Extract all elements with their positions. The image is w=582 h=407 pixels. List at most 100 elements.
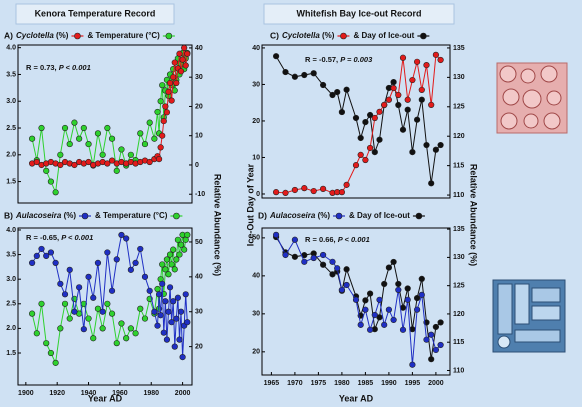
- x-tick-label: 1975: [311, 380, 327, 387]
- data-point: [381, 322, 387, 328]
- data-point: [29, 136, 35, 142]
- legend-label: & Temperature (°C): [95, 211, 168, 220]
- data-point: [123, 236, 129, 242]
- data-point: [386, 97, 392, 103]
- y-tick-label: 3.0: [6, 98, 16, 105]
- data-point: [424, 62, 430, 68]
- data-point: [137, 246, 143, 252]
- y-tick-label: 3.0: [6, 276, 16, 283]
- y-tick-label: 50: [252, 235, 260, 242]
- data-point: [438, 342, 444, 348]
- data-point: [62, 125, 68, 131]
- data-point: [302, 72, 308, 78]
- data-point: [67, 141, 73, 147]
- x-tick-label: 1985: [358, 380, 374, 387]
- figure: Kenora Temperature Record Whitefish Bay …: [0, 0, 582, 407]
- data-point: [100, 152, 106, 158]
- data-point: [164, 337, 170, 343]
- data-point: [170, 74, 176, 80]
- data-point: [133, 331, 139, 337]
- data-point: [178, 69, 184, 75]
- data-point: [156, 291, 162, 297]
- data-point: [396, 287, 402, 293]
- data-point: [386, 265, 392, 271]
- data-point: [161, 118, 167, 124]
- y-tick-label: 20: [252, 349, 260, 356]
- y-tick-label: 40: [252, 273, 260, 280]
- y2-tick-label: 120: [453, 133, 465, 140]
- header: Kenora Temperature Record: [35, 8, 156, 18]
- data-point: [72, 120, 78, 126]
- data-point: [311, 70, 317, 76]
- data-point: [95, 260, 101, 266]
- data-point: [386, 307, 392, 313]
- data-point: [86, 274, 92, 280]
- data-point: [358, 152, 364, 158]
- data-point: [377, 297, 383, 303]
- data-point: [105, 125, 111, 131]
- data-point: [164, 109, 170, 115]
- data-point: [147, 288, 153, 294]
- data-point: [177, 51, 183, 57]
- y2-tick-label: 10: [195, 133, 203, 140]
- y2-tick-label: 110: [453, 367, 464, 374]
- panel-label: B): [4, 210, 13, 220]
- data-point: [67, 267, 73, 273]
- data-point: [363, 298, 369, 304]
- data-point: [163, 298, 169, 304]
- data-point: [372, 115, 378, 121]
- y-tick-label: 2.5: [6, 125, 16, 132]
- y2-tick-label: 30: [195, 309, 203, 316]
- data-point: [438, 320, 444, 326]
- panel-label: D): [258, 210, 267, 220]
- data-point: [62, 291, 68, 297]
- data-point: [174, 316, 180, 322]
- data-point: [419, 276, 425, 282]
- legend-swatch: [166, 33, 172, 39]
- data-point: [39, 125, 45, 131]
- data-point: [174, 80, 180, 86]
- data-point: [414, 117, 420, 123]
- x-tick-label: 1970: [287, 380, 303, 387]
- aulacoseira-photo: [493, 280, 565, 352]
- data-point: [344, 282, 350, 288]
- data-point: [381, 281, 387, 287]
- legend-swatch: [336, 213, 342, 219]
- y-tick-label: 2.0: [6, 325, 16, 332]
- data-point: [433, 324, 439, 330]
- data-point: [152, 136, 158, 142]
- data-point: [292, 187, 298, 193]
- data-point: [152, 309, 158, 315]
- x-tick-label: 1900: [18, 390, 34, 397]
- x-tick-label: 1920: [49, 390, 65, 397]
- data-point: [43, 340, 49, 346]
- data-point: [114, 168, 120, 174]
- data-point: [81, 326, 87, 332]
- data-point: [34, 331, 40, 337]
- data-point: [158, 145, 164, 151]
- data-point: [180, 57, 186, 63]
- data-point: [339, 189, 345, 195]
- data-point: [419, 87, 425, 93]
- legend-label: Aulacoseira (%): [15, 211, 76, 220]
- data-point: [405, 107, 411, 113]
- data-point: [180, 354, 186, 360]
- data-point: [161, 330, 167, 336]
- y2-tick-label: 135: [453, 45, 465, 52]
- data-point: [167, 252, 173, 258]
- y2-tick-label: 130: [453, 74, 465, 81]
- legend-label: & Temperature (°C): [87, 31, 160, 40]
- data-point: [339, 287, 345, 293]
- data-point: [53, 189, 59, 195]
- data-point: [292, 237, 298, 243]
- data-point: [433, 147, 439, 153]
- data-point: [58, 281, 64, 287]
- data-point: [29, 311, 35, 317]
- data-point: [414, 59, 420, 65]
- data-point: [105, 301, 111, 307]
- legend-swatch: [416, 213, 422, 219]
- x-tick-label: 1980: [334, 380, 350, 387]
- data-point: [142, 141, 148, 147]
- y-tick-label: 10: [252, 154, 260, 161]
- data-point: [155, 286, 161, 292]
